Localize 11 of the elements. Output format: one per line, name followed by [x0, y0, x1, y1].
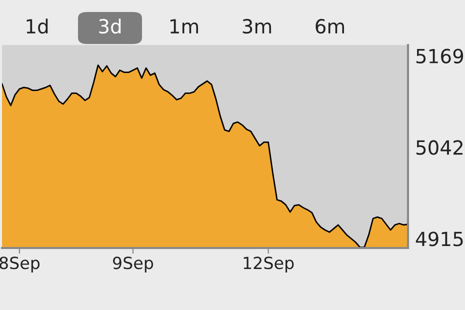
- y-tick-label: 5042: [416, 140, 462, 155]
- y-tick-label: 4915: [416, 232, 463, 246]
- x-tick-label: 8Sep: [0, 256, 40, 272]
- text: 3m: [242, 18, 272, 34]
- text: 3d: [99, 18, 121, 34]
- text: 1m: [170, 19, 198, 34]
- text: 6m: [316, 18, 344, 34]
- text: 1d: [26, 18, 48, 34]
- x-tick-label: 9Sep: [113, 256, 154, 272]
- y-tick-label: 5169: [416, 48, 464, 64]
- x-tick-label: 12Sep: [244, 256, 294, 272]
